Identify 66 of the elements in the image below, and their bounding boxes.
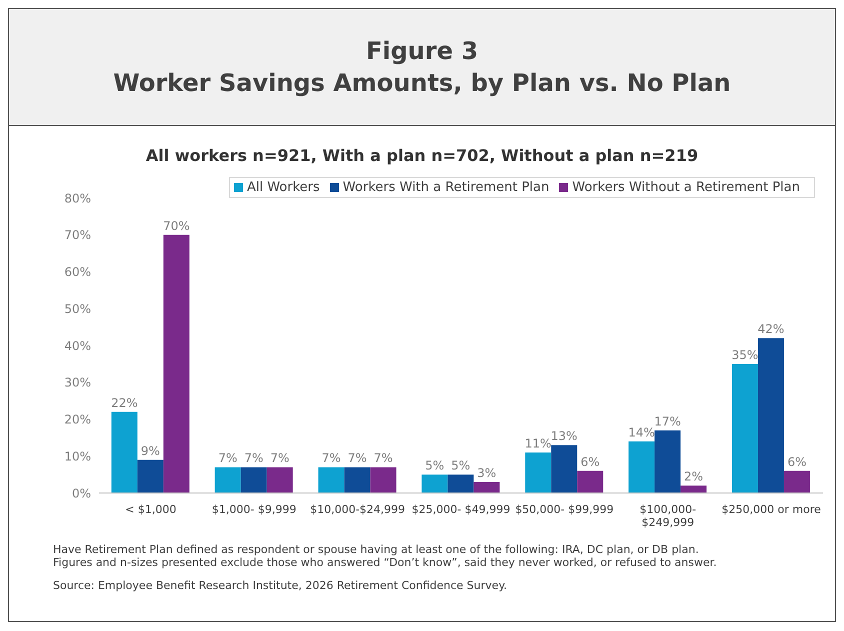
bar [474,482,500,493]
bar [163,234,190,493]
data-label: 9% [140,444,160,458]
data-label: 14% [628,425,655,440]
data-label: 22% [111,396,138,410]
bar [370,467,396,493]
x-tick-label: < $1,000 [125,503,176,516]
bar [318,467,344,493]
data-label: 11% [524,436,552,450]
bar [111,412,138,493]
bar [266,467,293,493]
data-label: 17% [654,414,681,428]
data-label: 5% [451,458,470,473]
chart-subtitle: All workers n=921, With a plan n=702, Without a plan n=219 [144,146,700,165]
data-label: 35% [732,348,758,362]
bar [784,470,810,493]
x-tick-label: $50,000- $99,999 [515,503,614,516]
y-tick-label: 0% [72,486,91,500]
bar [551,445,578,493]
source-note: Source: Employee Benefit Research Institute, 2026 Retirement Confidence Survey. [53,579,508,592]
data-label: 7% [218,451,238,466]
bar [577,470,604,493]
y-tick-label: 40% [64,338,91,353]
data-label: 70% [163,218,190,233]
y-tick-label: 70% [64,228,91,242]
bar [214,467,241,493]
legend-label: All Workers [246,180,320,195]
data-label: 7% [348,451,367,466]
y-tick-label: 50% [64,302,91,316]
chart-title: Figure 3 Worker Savings Amounts, by Plan vs. No Plan [113,36,731,99]
data-label: 2% [684,470,704,484]
bar [344,467,370,493]
data-label: 3% [477,466,496,480]
data-label: 13% [550,429,578,444]
data-label: 7% [374,451,393,466]
bar [758,338,784,493]
y-tick-label: 30% [64,376,91,390]
y-tick-label: 20% [64,412,91,427]
bar [732,364,758,493]
x-tick-label: $100,000- $249,999 [640,503,696,529]
data-label: 5% [425,458,444,473]
bar [448,474,474,493]
bar [240,467,267,493]
data-label: 6% [580,454,600,469]
bar [654,430,681,493]
y-tick-label: 10% [64,449,91,464]
text: Have Retirement Plan defined as respondent or spouse having at least one of the following: IRA, DC plan, or DB plan. [53,543,700,556]
bar [680,486,707,493]
legend-label: Workers With a Retirement Plan [342,180,550,195]
y-tick-label: 80% [64,191,91,206]
x-tick-label: $250,000 or more [722,503,822,516]
data-label: 7% [244,451,264,466]
bar [137,460,164,493]
bar [422,474,448,493]
bar [628,441,655,493]
data-label: 7% [322,451,341,466]
bar [525,452,552,493]
x-tick-label: $25,000- $49,999 [412,503,510,516]
y-tick-label: 60% [64,265,91,280]
data-label: 6% [787,454,807,469]
x-tick-label: $1,000- $9,999 [212,503,296,516]
x-tick-label: $10,000-$24,999 [310,503,406,516]
text: Figures and n-sizes presented exclude those who answered “Don’t know”, said they never worked, or refused to answer. [53,556,718,569]
data-label: 7% [270,451,290,466]
legend-label: Workers Without a Retirement Plan [572,180,800,195]
data-label: 42% [758,322,784,336]
